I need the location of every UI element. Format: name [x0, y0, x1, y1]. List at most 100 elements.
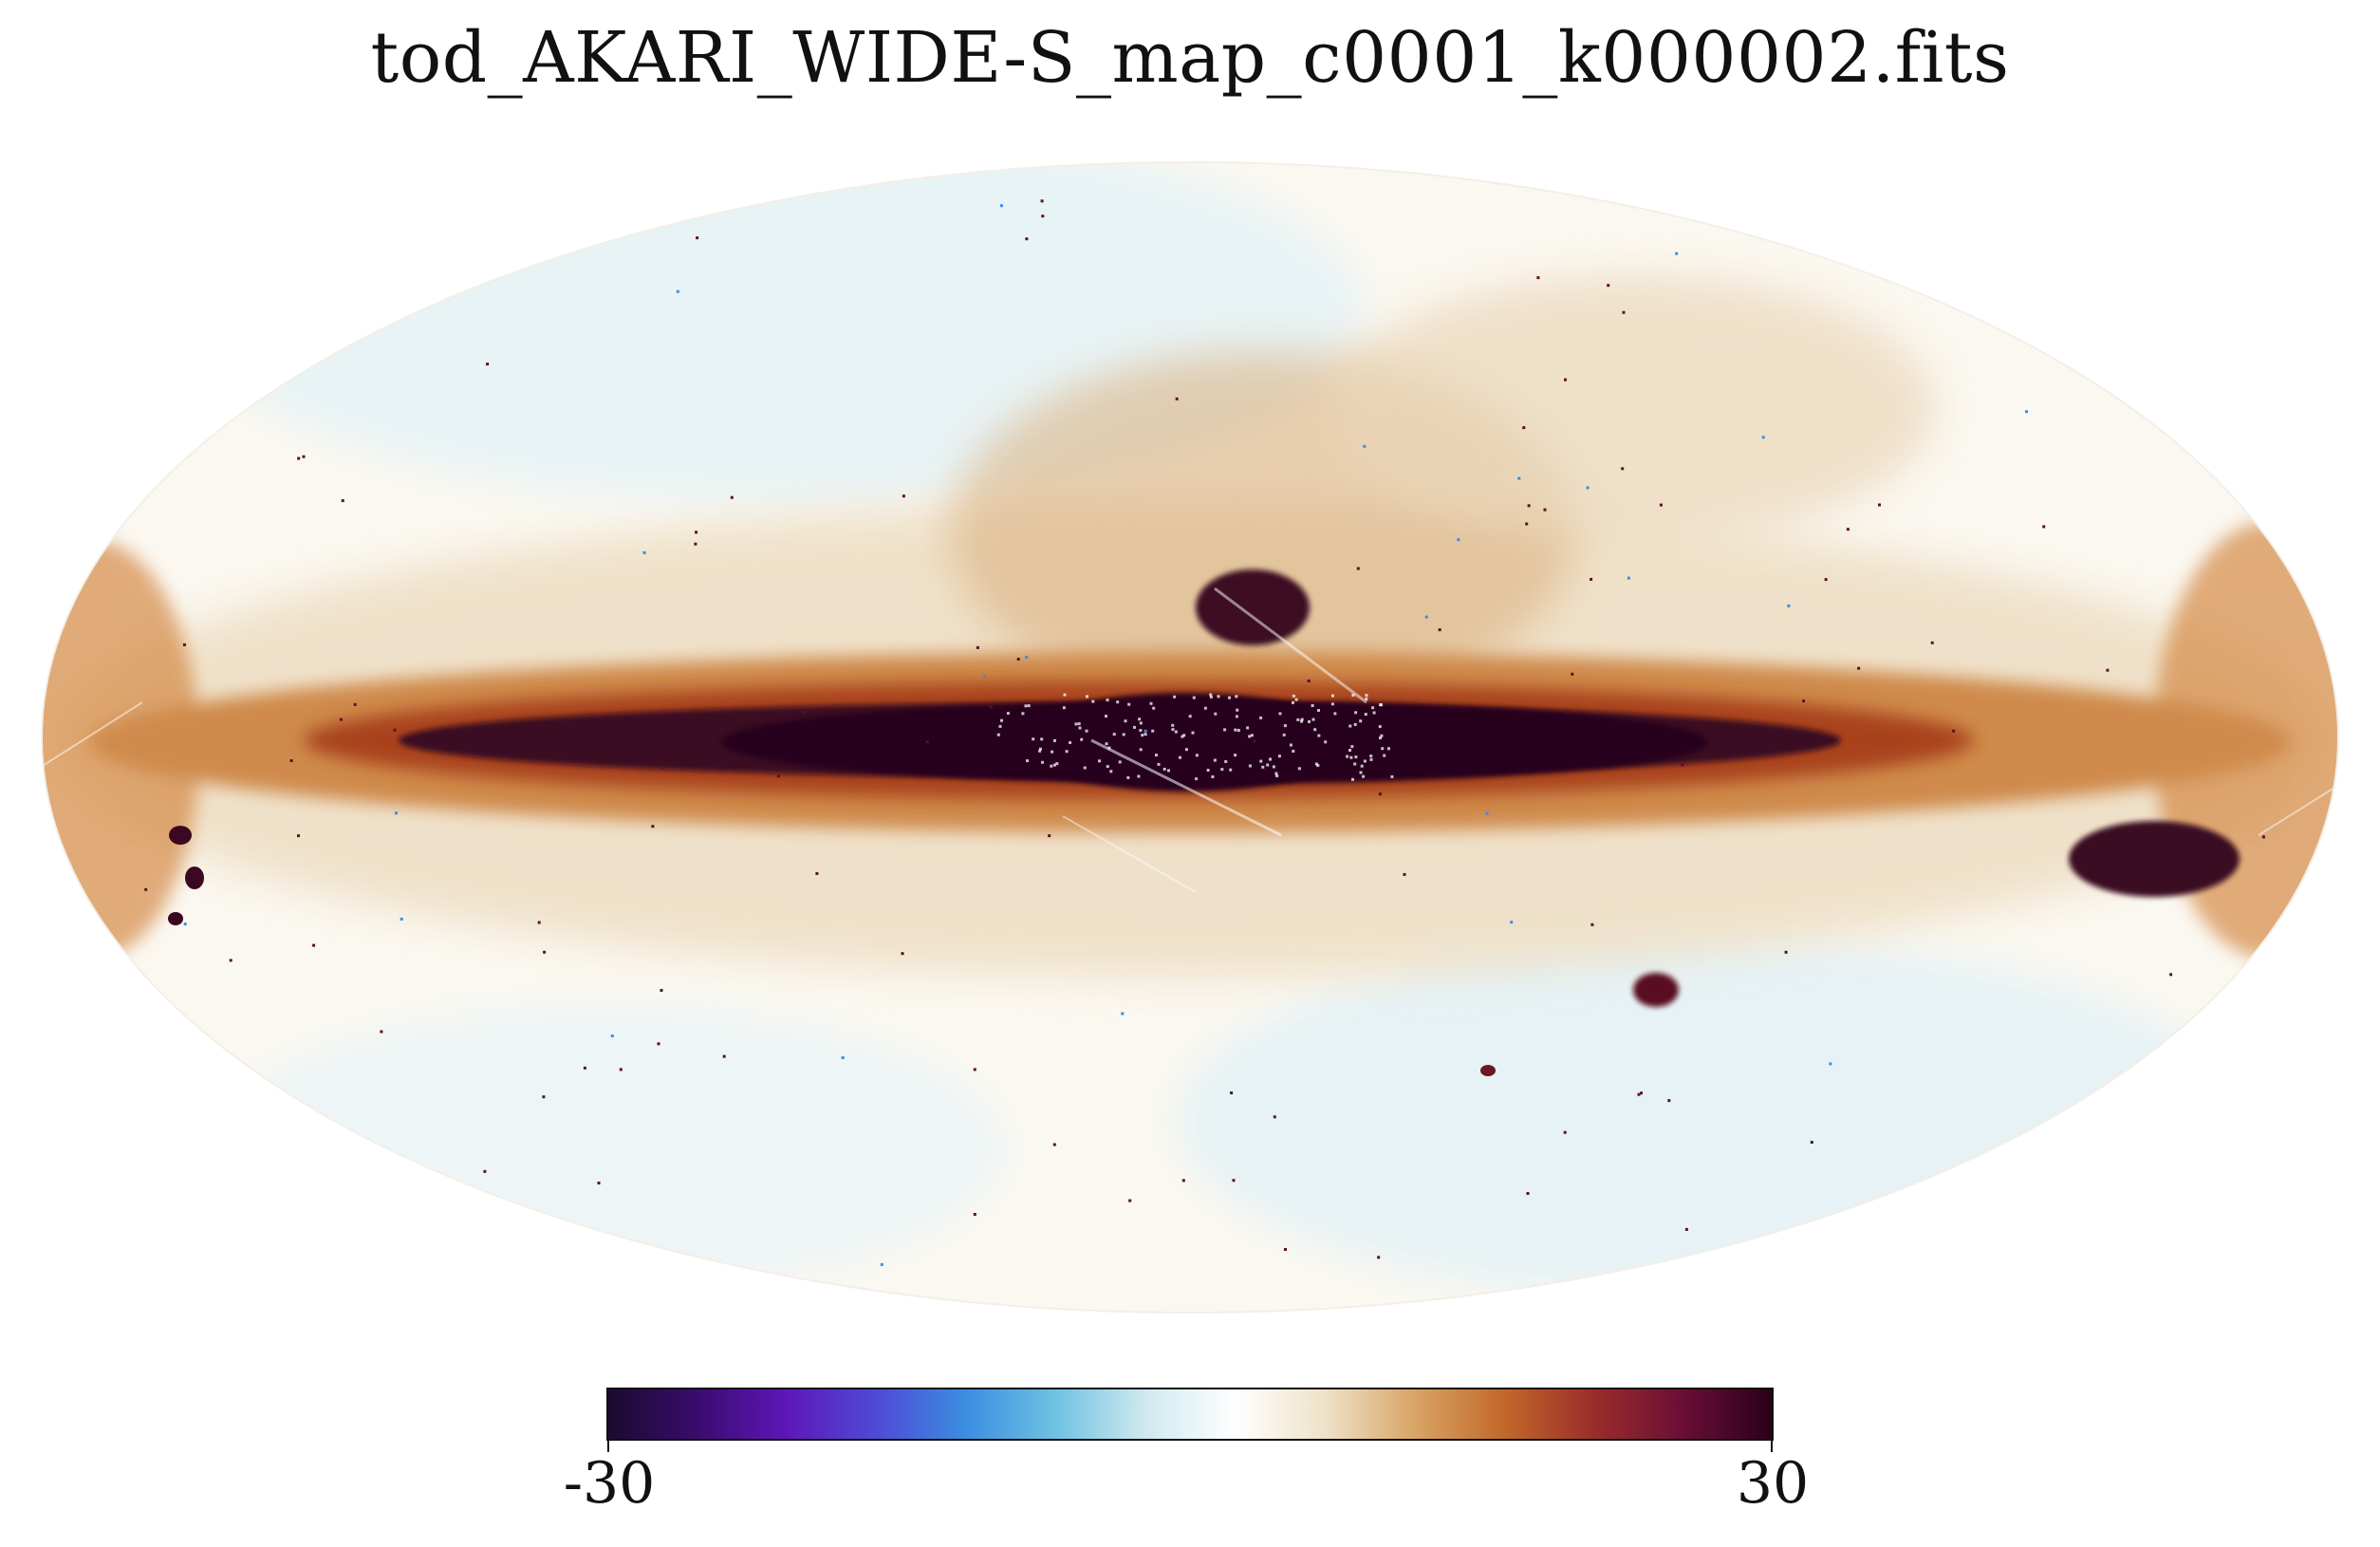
plane-speckle — [1359, 771, 1363, 774]
point-source — [542, 1095, 546, 1099]
point-source — [610, 1034, 614, 1037]
point-source — [1175, 397, 1179, 401]
point-source — [341, 499, 344, 502]
plane-speckle — [1234, 728, 1237, 732]
plane-speckle — [1390, 774, 1394, 778]
point-source — [1121, 1012, 1125, 1016]
point-source — [880, 1262, 883, 1266]
plane-speckle — [1274, 772, 1278, 775]
plane-speckle — [1085, 729, 1088, 733]
plane-speckle — [1138, 718, 1142, 721]
colorbar-max-label: 30 — [1736, 1450, 1810, 1517]
point-source — [1356, 567, 1360, 570]
point-source — [1377, 1256, 1381, 1259]
plane-speckle — [1259, 716, 1263, 719]
plane-speckle — [1365, 697, 1368, 700]
plane-speckle — [1151, 729, 1155, 733]
plane-speckle — [1069, 741, 1072, 744]
plane-speckle — [1127, 702, 1131, 706]
point-source — [1627, 576, 1630, 580]
point-source — [1829, 1062, 1832, 1066]
plane-speckle — [1317, 734, 1321, 737]
plane-speckle — [1372, 711, 1376, 715]
plane-speckle — [1065, 750, 1069, 754]
mollweide-map — [41, 161, 2339, 1314]
plane-speckle — [1106, 765, 1109, 769]
point-source — [393, 728, 397, 732]
point-source — [676, 289, 679, 293]
plane-speckle — [1091, 699, 1095, 703]
plane-speckle — [1369, 757, 1373, 761]
point-source — [1517, 476, 1521, 480]
plane-speckle — [1235, 695, 1238, 699]
plane-speckle — [1272, 765, 1275, 769]
point-source — [486, 363, 490, 366]
plane-speckle — [1236, 708, 1239, 712]
plane-speckle — [1106, 699, 1109, 702]
plane-speckle — [1317, 709, 1320, 712]
point-source — [1363, 444, 1367, 448]
plane-speckle — [1155, 754, 1158, 757]
point-source — [1253, 739, 1256, 743]
point-source — [2025, 410, 2028, 414]
plane-speckle — [1380, 734, 1384, 737]
point-source — [1684, 1227, 1688, 1231]
point-source — [400, 917, 403, 921]
point-source — [1675, 252, 1679, 255]
point-source — [1802, 699, 1806, 703]
plane-speckle — [1248, 735, 1252, 738]
point-source — [1230, 1091, 1234, 1094]
map-title: tod_AKARI_WIDE-S_map_c0001_k000002.fits — [370, 17, 2010, 99]
plane-speckle — [1354, 755, 1358, 759]
plane-speckle — [1365, 694, 1368, 698]
plane-speckle — [1000, 718, 1003, 722]
plane-speckle — [1027, 704, 1031, 708]
plane-speckle — [1213, 758, 1217, 762]
point-source — [597, 1182, 601, 1184]
plane-speckle — [1246, 726, 1250, 730]
point-source — [1607, 284, 1610, 288]
plane-speckle — [1188, 715, 1192, 718]
plane-speckle — [1224, 760, 1228, 763]
point-source — [1284, 1248, 1287, 1251]
point-source — [1952, 729, 1956, 733]
point-source — [695, 531, 698, 534]
point-source — [483, 1169, 487, 1173]
plane-speckle — [998, 724, 1002, 728]
plane-speckle — [1157, 762, 1161, 766]
plane-speckle — [1378, 725, 1382, 729]
colorbar-bar — [606, 1388, 1774, 1441]
point-source — [619, 1068, 623, 1072]
plane-speckle — [1139, 748, 1143, 752]
point-source — [1681, 763, 1684, 767]
scan-artifact-2 — [1214, 587, 1367, 704]
point-source — [2169, 973, 2173, 977]
plane-speckle — [1292, 700, 1294, 704]
plane-speckle — [1171, 728, 1175, 732]
plane-speckle — [1209, 695, 1213, 699]
point-source — [803, 711, 806, 715]
plane-speckle — [1024, 704, 1028, 708]
plane-speckle — [1062, 706, 1066, 710]
point-source — [1787, 604, 1791, 607]
point-source — [730, 495, 734, 499]
west-clump-3 — [168, 912, 183, 925]
plane-speckle — [1098, 759, 1101, 763]
point-source — [696, 236, 699, 240]
point-source — [902, 494, 905, 498]
plane-speckle — [1032, 737, 1035, 741]
point-source — [395, 811, 398, 815]
point-source — [2106, 668, 2110, 672]
point-source — [297, 457, 301, 460]
plane-speckle — [1297, 767, 1301, 771]
plane-speckle — [1174, 730, 1178, 734]
orion-region — [2069, 821, 2240, 897]
point-source — [1667, 1099, 1671, 1103]
plane-speckle — [1086, 695, 1088, 699]
plane-speckle — [1300, 718, 1304, 721]
point-source — [1659, 503, 1663, 507]
plane-speckle — [1105, 742, 1108, 746]
plane-speckle — [1282, 733, 1286, 736]
smc-region — [1480, 1065, 1496, 1076]
plane-speckle — [1026, 759, 1029, 763]
